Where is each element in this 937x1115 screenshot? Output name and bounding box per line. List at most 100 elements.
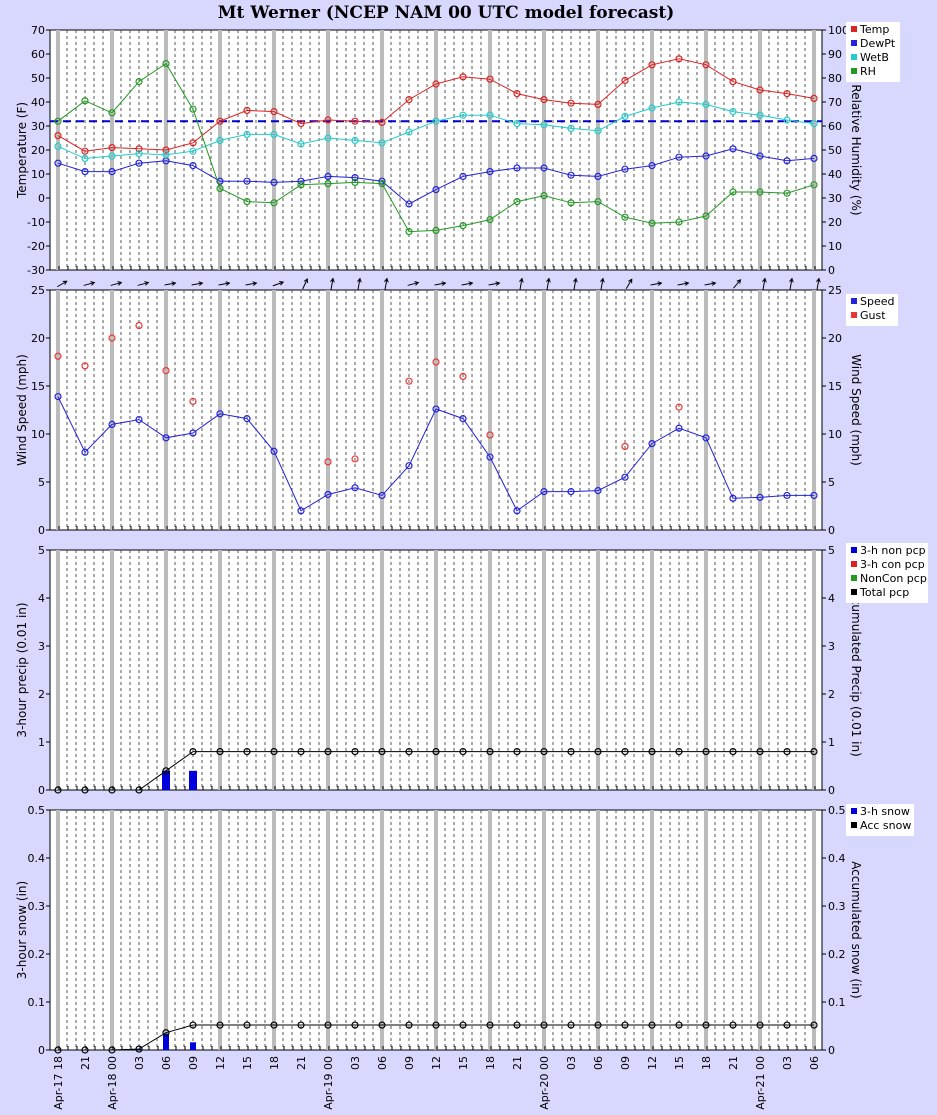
arrow-head	[711, 281, 717, 286]
wetb-point	[729, 107, 737, 116]
3h-snow-bar	[136, 1049, 142, 1050]
y-tick-label-right: 0	[828, 1044, 835, 1057]
y-tick-label-right: 70	[828, 96, 842, 109]
arrow-shaft	[546, 278, 550, 290]
speed-point	[594, 487, 602, 495]
wetb-point	[459, 111, 467, 119]
total-precip-point	[351, 747, 359, 756]
y-tick-label: 10	[31, 168, 45, 181]
total-precip-point	[648, 747, 656, 756]
y-tick-label-right: 0	[828, 784, 835, 797]
wind-direction-arrow	[245, 281, 258, 286]
3h-snow-bar	[190, 1042, 196, 1050]
rh-point	[243, 198, 251, 206]
legend-swatch	[851, 26, 857, 32]
wind-direction-arrow	[733, 278, 742, 289]
total-precip-line	[58, 751, 814, 791]
temp-line	[57, 58, 815, 152]
rh-line	[57, 62, 815, 233]
acc-snow-point	[459, 1021, 467, 1029]
gust-point	[135, 321, 143, 330]
rh-point	[324, 180, 332, 188]
total-precip-point	[432, 747, 440, 756]
dewpt-point	[54, 159, 62, 167]
speed-point	[297, 507, 305, 515]
rh-point	[108, 109, 116, 117]
3h-precip-bar	[189, 770, 197, 790]
wind-direction-arrow	[218, 281, 231, 286]
acc-snow-point	[243, 1021, 251, 1029]
wind-direction-arrow	[191, 281, 204, 286]
y-tick-label-right: 10	[828, 428, 842, 441]
rh-point	[216, 184, 224, 192]
arrow-shaft	[218, 282, 230, 286]
arrow-head	[90, 281, 96, 286]
arrow-shaft	[704, 282, 716, 286]
x-tick-label: 15	[241, 1056, 254, 1070]
legend-box	[846, 804, 914, 836]
3h-precip-bar	[162, 770, 170, 790]
x-tick-label: 06	[160, 1056, 173, 1070]
speed-point	[54, 392, 62, 401]
y-tick-label: 0	[38, 192, 45, 205]
wetb-point	[324, 134, 332, 142]
y-axis-label: Temperature (F)	[15, 102, 29, 199]
dewpt-line	[57, 148, 815, 205]
wind-direction-arrow	[302, 278, 309, 290]
arrow-shaft	[164, 282, 176, 286]
wind-direction-arrow	[357, 277, 362, 290]
speed-point	[189, 429, 197, 437]
temp-point	[810, 94, 818, 103]
dewpt-point	[324, 172, 332, 180]
y-axis-label-right: Wind Speed (mph)	[849, 354, 863, 466]
x-tick-label: 09	[403, 1056, 416, 1070]
temp-point	[540, 95, 548, 104]
acc-snow-point	[81, 1046, 89, 1054]
x-tick-label: 21	[727, 1056, 740, 1070]
speed-point	[540, 488, 548, 496]
dewpt-point	[351, 174, 359, 182]
temp-point	[324, 116, 332, 124]
temp-point	[486, 75, 494, 83]
speed-point	[432, 405, 440, 413]
acc-snow-point	[270, 1021, 278, 1029]
arrow-shaft	[357, 278, 361, 290]
legend-label: Total pcp	[859, 586, 909, 599]
arrow-head	[117, 281, 123, 286]
y-axis-label-right: Relative Humidity (%)	[849, 84, 863, 215]
y-tick-label: 0.3	[28, 900, 46, 913]
legend-swatch	[851, 808, 857, 814]
y-tick-label-right: 0.4	[828, 852, 846, 865]
wetb-point	[270, 130, 278, 138]
temp-point	[729, 77, 737, 86]
rh-point	[432, 226, 440, 234]
dewpt-point	[621, 165, 629, 173]
wind-direction-arrow	[164, 281, 177, 286]
arrow-shaft	[272, 281, 284, 287]
total-precip-point	[405, 747, 413, 756]
total-precip-point	[108, 786, 116, 794]
arrow-shaft	[677, 282, 689, 286]
acc-snow-point	[432, 1021, 440, 1029]
total-precip-point	[162, 767, 170, 775]
wind-direction-arrow	[789, 277, 794, 290]
arrow-shaft	[625, 278, 633, 290]
y-tick-label-right: 15	[828, 380, 842, 393]
y-tick-label: 20	[31, 144, 45, 157]
temp-point	[648, 61, 656, 69]
rh-point	[594, 198, 602, 206]
arrow-head	[789, 277, 794, 283]
temp-point	[162, 146, 170, 154]
temp-point	[621, 76, 629, 85]
y-tick-label: 3	[38, 640, 45, 653]
x-tick-label: 06	[808, 1056, 821, 1070]
speed-point	[108, 420, 116, 428]
wetb-point	[297, 140, 305, 148]
y-tick-label-right: 60	[828, 120, 842, 133]
y-tick-label: 2	[38, 688, 45, 701]
temp-point	[783, 89, 791, 98]
x-tick-label: 03	[349, 1056, 362, 1070]
y-tick-label-right: 50	[828, 144, 842, 157]
wetb-point	[432, 117, 440, 125]
y-tick-label: 0	[38, 524, 45, 537]
